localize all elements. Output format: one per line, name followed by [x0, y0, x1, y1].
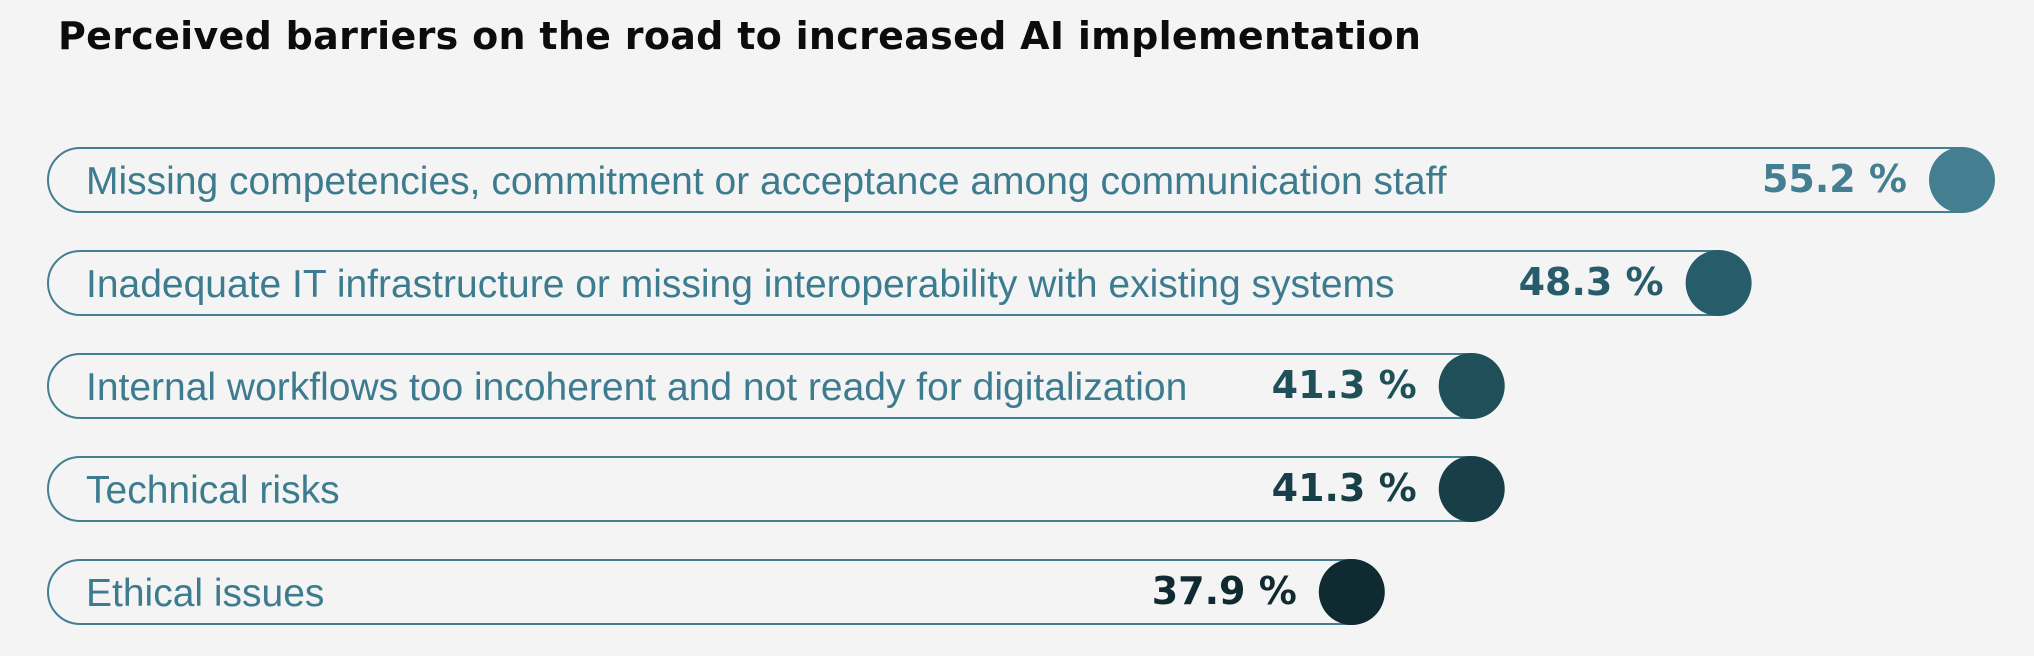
bar-outline — [47, 250, 1719, 316]
bar-label: Technical risks — [86, 469, 340, 512]
bar-value-label: 41.3 % — [1272, 466, 1417, 510]
bar-outline — [47, 456, 1472, 522]
bar-value-label: 37.9 % — [1152, 569, 1297, 613]
chart-title: Perceived barriers on the road to increa… — [58, 14, 1422, 58]
bar-end-dot — [1685, 250, 1752, 316]
bar-value-label: 41.3 % — [1272, 363, 1417, 407]
bar-label: Internal workflows too incoherent and no… — [86, 366, 1187, 409]
bar-value-label: 48.3 % — [1519, 260, 1664, 304]
bar-value-label: 55.2 % — [1762, 157, 1907, 201]
bar-row: Internal workflows too incoherent and no… — [47, 353, 1505, 419]
bar-outline — [47, 147, 1962, 213]
bar-label: Inadequate IT infrastructure or missing … — [86, 263, 1395, 306]
bar-end-dot — [1318, 559, 1385, 625]
bar-label: Ethical issues — [86, 572, 324, 615]
bar-outline — [47, 353, 1472, 419]
bar-row: Technical risks 41.3 % — [47, 456, 1505, 522]
bar-end-dot — [1438, 353, 1505, 419]
bar-row: Inadequate IT infrastructure or missing … — [47, 250, 1752, 316]
bar-outline — [47, 559, 1352, 625]
bar-row: Missing competencies, commitment or acce… — [47, 147, 1995, 213]
bar-label: Missing competencies, commitment or acce… — [86, 160, 1447, 203]
bar-row: Ethical issues 37.9 % — [47, 559, 1385, 625]
bar-end-dot — [1438, 456, 1505, 522]
bar-end-dot — [1929, 147, 1995, 213]
